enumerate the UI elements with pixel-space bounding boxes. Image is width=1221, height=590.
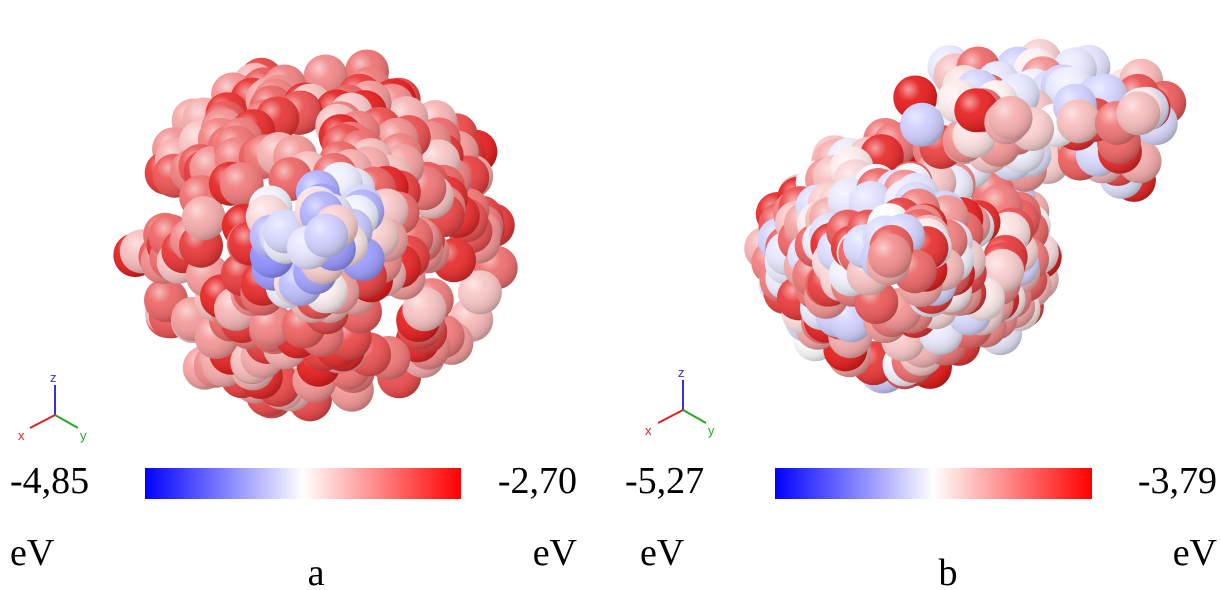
atom-shading [182,196,226,240]
min-label: -4,85 [10,460,89,502]
atom-shading [868,234,912,278]
x-axis [30,415,55,428]
y-axis [55,415,78,428]
y-axis [683,410,706,423]
figure: z y x -4,85 eV -2,70 eV a z y x -5,27 eV… [0,0,1221,590]
axis-triad: z y x [645,365,715,438]
particles [113,39,1186,421]
atom-shading [1116,91,1160,135]
max-label: -2,70 [498,460,577,502]
y-label: y [708,423,715,438]
axis-triad: z y x [18,370,87,443]
unit: eV [1173,532,1218,574]
z-label: z [678,365,685,380]
colorbar [775,468,1092,499]
panel-label: b [939,552,958,590]
max-label: -3,79 [1138,460,1217,502]
colorbar [145,468,461,499]
atom-shading [900,103,944,147]
atom-shading [304,214,348,258]
atom-shading [989,96,1033,140]
min-label: -5,27 [625,460,704,502]
panel-label: a [308,552,325,590]
atom-shading [1057,99,1101,143]
x-label: x [18,428,25,443]
z-label: z [50,370,57,385]
y-label: y [80,428,87,443]
x-label: x [645,423,652,438]
x-axis [658,410,683,423]
unit: eV [533,532,578,574]
unit: eV [10,532,55,574]
unit: eV [640,532,685,574]
